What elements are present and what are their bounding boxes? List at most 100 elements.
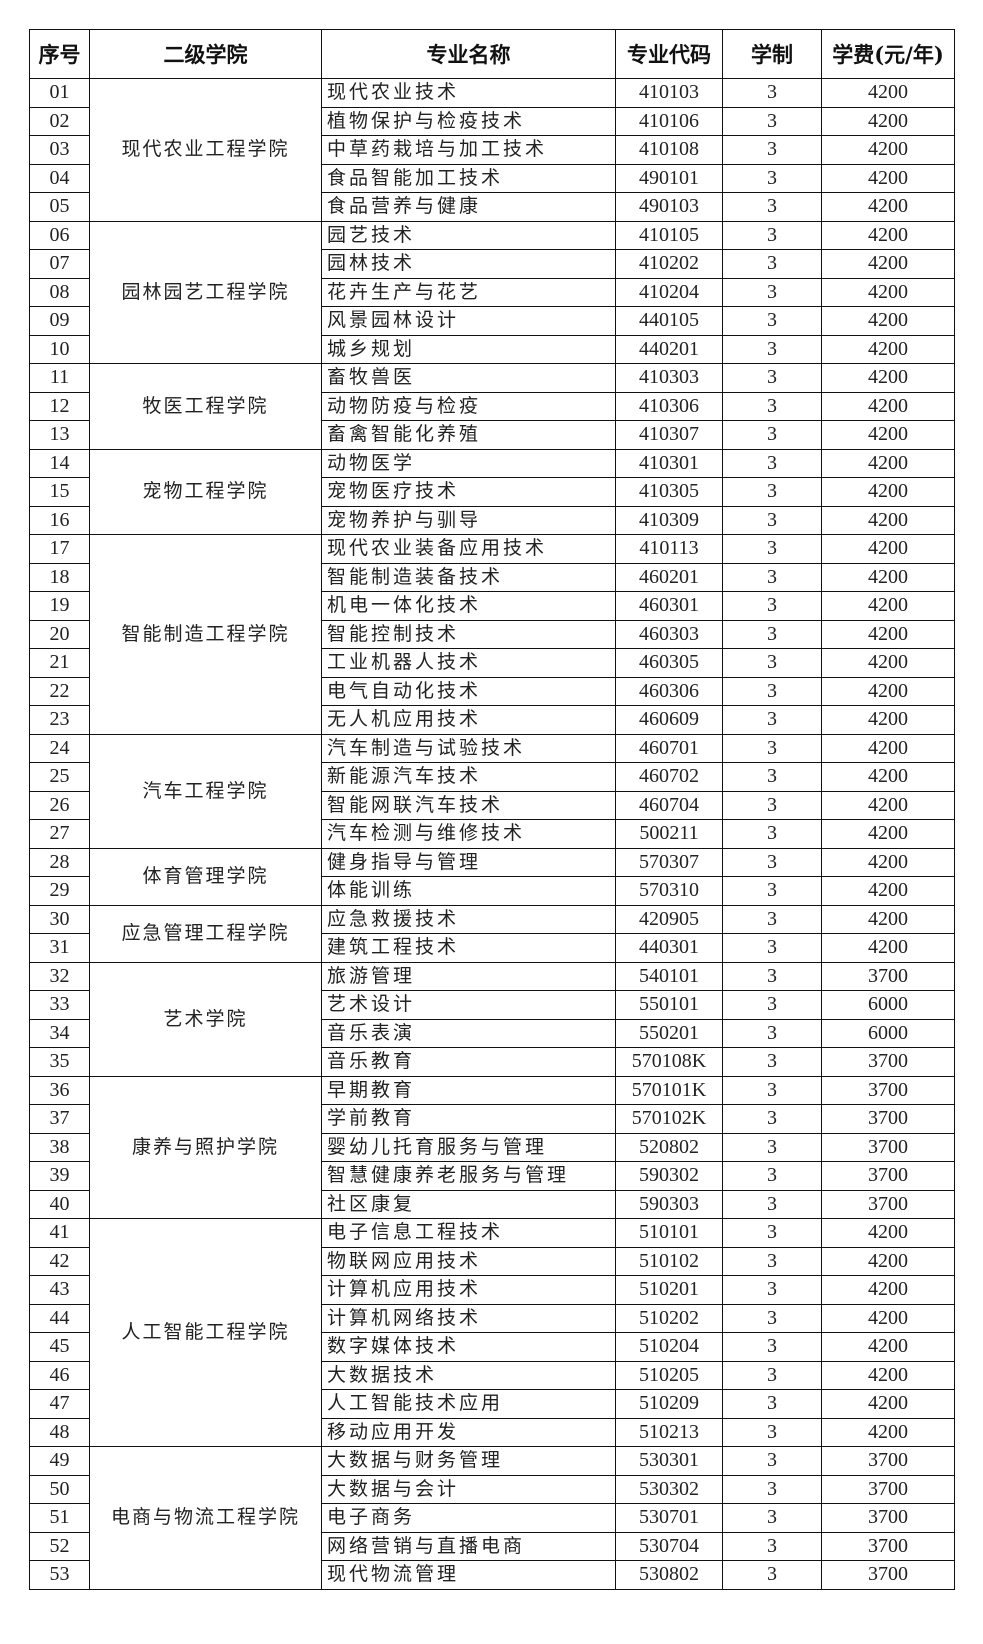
duration-cell: 3: [722, 163, 822, 193]
index-cell: 07: [29, 249, 90, 279]
tuition-cell: 4200: [821, 192, 955, 222]
duration-cell: 3: [722, 1047, 822, 1077]
table-row: 53 现代物流管理 530802 3 3700: [29, 1560, 955, 1590]
index-cell: 19: [29, 591, 90, 621]
header-major-name: 专业名称: [321, 29, 616, 79]
major-name-cell: 健身指导与管理: [321, 847, 616, 877]
index-cell: 12: [29, 391, 90, 421]
tuition-cell: 3700: [821, 1104, 955, 1134]
duration-cell: 3: [722, 420, 822, 450]
index-cell: 25: [29, 762, 90, 792]
tuition-cell: 4200: [821, 534, 955, 564]
index-cell: 02: [29, 106, 90, 136]
tuition-cell: 3700: [821, 1446, 955, 1476]
college-cell: 电商与物流工程学院: [89, 1446, 322, 1590]
index-cell: 47: [29, 1389, 90, 1419]
tuition-cell: 4200: [821, 448, 955, 478]
duration-cell: 3: [722, 1417, 822, 1447]
major-code-cell: 440105: [615, 306, 723, 336]
major-name-cell: 计算机应用技术: [321, 1275, 616, 1305]
index-cell: 41: [29, 1218, 90, 1248]
major-name-cell: 数字媒体技术: [321, 1332, 616, 1362]
index-cell: 22: [29, 676, 90, 706]
duration-cell: 3: [722, 562, 822, 592]
major-code-cell: 550201: [615, 1018, 723, 1048]
duration-cell: 3: [722, 277, 822, 307]
index-cell: 49: [29, 1446, 90, 1476]
duration-cell: 3: [722, 1075, 822, 1105]
table-row: 42 物联网应用技术 510102 3 4200: [29, 1246, 955, 1276]
index-cell: 35: [29, 1047, 90, 1077]
tuition-cell: 4200: [821, 904, 955, 934]
major-code-cell: 490101: [615, 163, 723, 193]
duration-cell: 3: [722, 1246, 822, 1276]
duration-cell: 3: [722, 1132, 822, 1162]
major-name-cell: 网络营销与直播电商: [321, 1531, 616, 1561]
tuition-cell: 4200: [821, 1417, 955, 1447]
table-row: 47 人工智能技术应用 510209 3 4200: [29, 1389, 955, 1419]
index-cell: 43: [29, 1275, 90, 1305]
major-name-cell: 现代农业装备应用技术: [321, 534, 616, 564]
duration-cell: 3: [722, 391, 822, 421]
major-name-cell: 电子信息工程技术: [321, 1218, 616, 1248]
index-cell: 15: [29, 477, 90, 507]
major-code-cell: 570102K: [615, 1104, 723, 1134]
major-code-cell: 510202: [615, 1303, 723, 1333]
major-code-cell: 460701: [615, 733, 723, 763]
major-code-cell: 460306: [615, 676, 723, 706]
tuition-cell: 4200: [821, 1218, 955, 1248]
major-code-cell: 440301: [615, 933, 723, 963]
major-name-cell: 社区康复: [321, 1189, 616, 1219]
index-cell: 50: [29, 1474, 90, 1504]
major-code-cell: 510209: [615, 1389, 723, 1419]
major-code-cell: 510204: [615, 1332, 723, 1362]
table-row: 01 现代农业工程学院 现代农业技术 410103 3 4200: [29, 78, 955, 222]
major-code-cell: 510101: [615, 1218, 723, 1248]
duration-cell: 3: [722, 1161, 822, 1191]
major-name-cell: 艺术设计: [321, 990, 616, 1020]
major-code-cell: 460702: [615, 762, 723, 792]
duration-cell: 3: [722, 1303, 822, 1333]
table-row: 22 电气自动化技术 460306 3 4200: [29, 676, 955, 706]
major-code-cell: 510213: [615, 1417, 723, 1447]
major-name-cell: 计算机网络技术: [321, 1303, 616, 1333]
tuition-cell: 3700: [821, 1189, 955, 1219]
tuition-cell: 3700: [821, 1161, 955, 1191]
table-row: 12 动物防疫与检疫 410306 3 4200: [29, 391, 955, 421]
table-row: 11 牧医工程学院 畜牧兽医 410303 3 4200: [29, 363, 955, 450]
major-name-cell: 无人机应用技术: [321, 705, 616, 735]
tuition-cell: 4200: [821, 933, 955, 963]
major-code-cell: 530301: [615, 1446, 723, 1476]
table-row: 44 计算机网络技术 510202 3 4200: [29, 1303, 955, 1333]
duration-cell: 3: [722, 1503, 822, 1533]
table-row: 49 电商与物流工程学院 大数据与财务管理 530301 3 3700: [29, 1446, 955, 1590]
table-row: 15 宠物医疗技术 410305 3 4200: [29, 477, 955, 507]
major-code-cell: 460201: [615, 562, 723, 592]
major-name-cell: 现代农业技术: [321, 78, 616, 108]
major-name-cell: 婴幼儿托育服务与管理: [321, 1132, 616, 1162]
index-cell: 21: [29, 648, 90, 678]
major-name-cell: 食品智能加工技术: [321, 163, 616, 193]
college-cell: 人工智能工程学院: [89, 1218, 322, 1447]
major-name-cell: 园艺技术: [321, 220, 616, 250]
duration-cell: 3: [722, 676, 822, 706]
index-cell: 28: [29, 847, 90, 877]
table-row: 19 机电一体化技术 460301 3 4200: [29, 591, 955, 621]
major-code-cell: 500211: [615, 819, 723, 849]
college-cell: 应急管理工程学院: [89, 904, 322, 963]
index-cell: 27: [29, 819, 90, 849]
table-row: 27 汽车检测与维修技术 500211 3 4200: [29, 819, 955, 849]
index-cell: 09: [29, 306, 90, 336]
major-name-cell: 智能制造装备技术: [321, 562, 616, 592]
major-code-cell: 460609: [615, 705, 723, 735]
duration-cell: 3: [722, 648, 822, 678]
duration-cell: 3: [722, 1560, 822, 1590]
major-code-cell: 530701: [615, 1503, 723, 1533]
index-cell: 37: [29, 1104, 90, 1134]
tuition-cell: 4200: [821, 135, 955, 165]
major-code-cell: 570108K: [615, 1047, 723, 1077]
major-code-cell: 410202: [615, 249, 723, 279]
major-name-cell: 体能训练: [321, 876, 616, 906]
duration-cell: 3: [722, 505, 822, 535]
index-cell: 51: [29, 1503, 90, 1533]
